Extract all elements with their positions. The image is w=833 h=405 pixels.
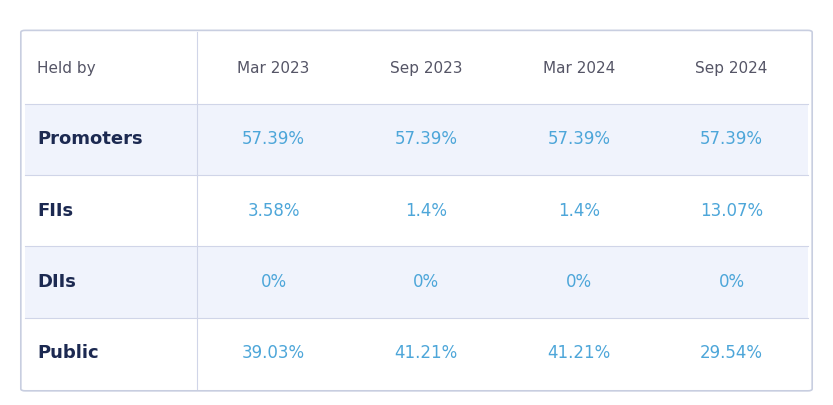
Bar (25, 246, 808, 318)
Text: Sep 2023: Sep 2023 (390, 60, 462, 76)
Text: Mar 2024: Mar 2024 (543, 60, 615, 76)
Bar (25, 318, 808, 389)
Text: Public: Public (37, 344, 99, 362)
Bar (25, 175, 808, 246)
Text: 57.39%: 57.39% (395, 130, 458, 148)
Text: DIIs: DIIs (37, 273, 77, 291)
Text: 0%: 0% (566, 273, 592, 291)
Text: Mar 2023: Mar 2023 (237, 60, 310, 76)
Text: 41.21%: 41.21% (395, 344, 458, 362)
Text: Promoters: Promoters (37, 130, 143, 148)
Text: 0%: 0% (261, 273, 287, 291)
Text: 1.4%: 1.4% (558, 202, 600, 220)
Text: 29.54%: 29.54% (701, 344, 763, 362)
Text: 57.39%: 57.39% (701, 130, 763, 148)
Text: Held by: Held by (37, 60, 96, 76)
Text: 1.4%: 1.4% (406, 202, 447, 220)
Text: 39.03%: 39.03% (242, 344, 305, 362)
FancyBboxPatch shape (21, 30, 812, 391)
Text: 57.39%: 57.39% (242, 130, 305, 148)
Text: 3.58%: 3.58% (247, 202, 300, 220)
Text: 57.39%: 57.39% (547, 130, 611, 148)
Text: FIIs: FIIs (37, 202, 73, 220)
Text: 13.07%: 13.07% (700, 202, 763, 220)
Bar (25, 104, 808, 175)
Text: Sep 2024: Sep 2024 (696, 60, 768, 76)
Text: 0%: 0% (413, 273, 439, 291)
Text: 0%: 0% (719, 273, 745, 291)
Text: 41.21%: 41.21% (547, 344, 611, 362)
